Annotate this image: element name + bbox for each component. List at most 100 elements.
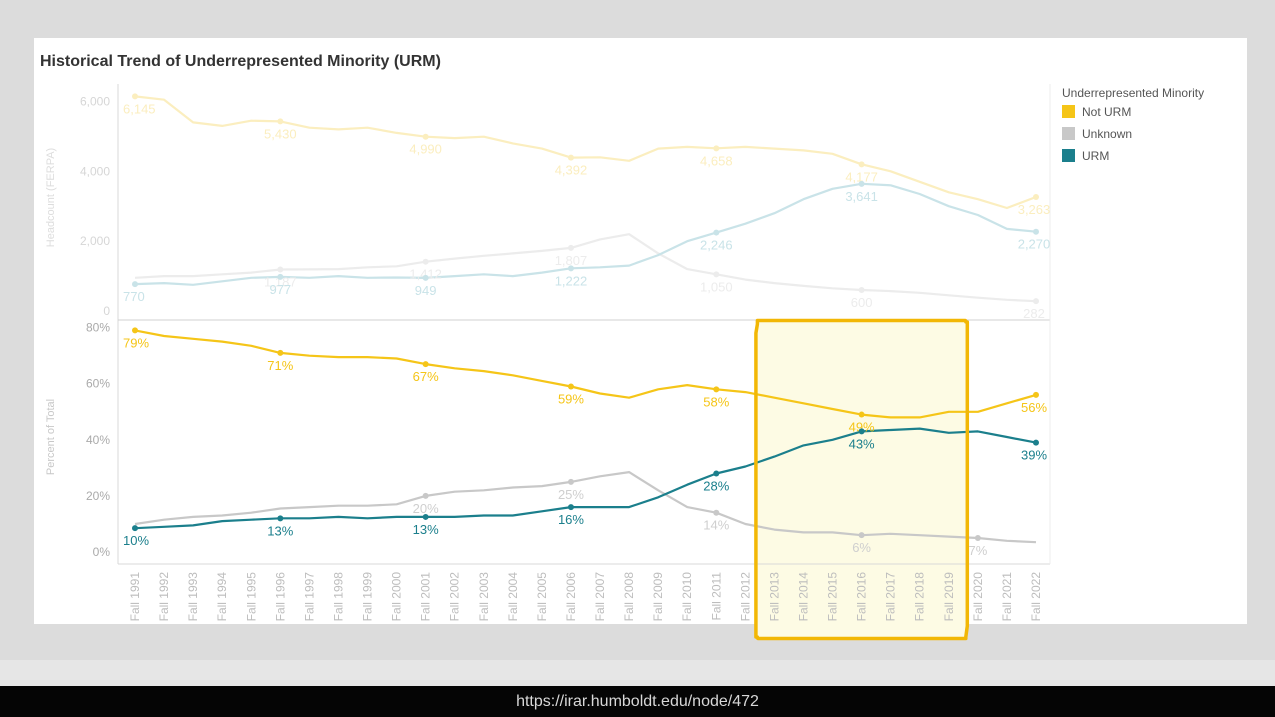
legend-swatch-unknown — [1062, 127, 1075, 140]
x-tick-label: Fall 2016 — [855, 572, 869, 622]
y-tick-label: 80% — [86, 321, 110, 335]
x-tick-label: Fall 1993 — [186, 572, 200, 622]
data-label: 16% — [558, 512, 584, 527]
data-point — [713, 509, 720, 516]
x-tick-label: Fall 2015 — [826, 572, 840, 622]
data-label: 25% — [558, 487, 584, 502]
x-tick-label: Fall 2004 — [506, 572, 520, 622]
data-point — [1033, 298, 1039, 305]
data-label: 28% — [703, 478, 729, 493]
data-point — [567, 383, 574, 390]
legend-entry-unknown: Unknown — [1082, 127, 1132, 141]
chart-title: Historical Trend of Underrepresented Min… — [40, 53, 441, 70]
data-label: 20% — [413, 501, 439, 516]
x-tick-label: Fall 1997 — [302, 572, 316, 622]
data-point — [277, 266, 284, 273]
x-tick-label: Fall 2007 — [593, 572, 607, 622]
legend-entry-not-urm: Not URM — [1082, 105, 1131, 119]
data-label: 39% — [1021, 448, 1047, 463]
x-tick-label: Fall 1996 — [273, 572, 287, 622]
y-tick-label: 0 — [103, 304, 110, 318]
x-tick-label: Fall 2011 — [709, 572, 723, 621]
y-axis-label: Percent of Total — [45, 399, 57, 475]
legend-swatch-urm — [1062, 149, 1075, 162]
x-tick-label: Fall 2019 — [942, 572, 956, 622]
data-label: 1,222 — [555, 273, 588, 288]
data-label: 1,807 — [555, 253, 588, 268]
data-label: 1,412 — [409, 267, 442, 282]
data-point — [567, 244, 574, 251]
data-label: 67% — [413, 369, 439, 384]
data-point — [713, 271, 720, 278]
urm-trend-chart: Historical Trend of Underrepresented Min… — [40, 53, 1204, 641]
data-point — [858, 161, 865, 168]
data-label: 13% — [413, 522, 439, 537]
x-tick-label: Fall 2003 — [477, 572, 491, 622]
x-tick-label: Fall 2012 — [738, 572, 752, 622]
x-tick-label: Fall 2013 — [767, 572, 781, 622]
data-label: 59% — [558, 392, 584, 407]
x-tick-label: Fall 2005 — [535, 572, 549, 622]
data-label: 3,641 — [845, 189, 878, 204]
data-point — [1033, 228, 1039, 235]
legend-title: Underrepresented Minority — [1062, 86, 1204, 100]
data-label: 10% — [123, 533, 149, 548]
x-tick-label: Fall 2006 — [564, 572, 578, 622]
data-label: 600 — [851, 295, 873, 310]
data-point — [567, 154, 574, 161]
data-point — [567, 478, 574, 485]
data-label: 4,990 — [409, 142, 442, 157]
data-point — [422, 274, 429, 281]
x-tick-label: Fall 2002 — [448, 572, 462, 622]
y-tick-label: 2,000 — [80, 234, 110, 248]
data-label: 49% — [849, 420, 875, 435]
data-label: 770 — [123, 289, 145, 304]
data-label: 7% — [968, 543, 987, 558]
x-tick-label: Fall 2021 — [1000, 572, 1014, 622]
y-tick-label: 6,000 — [80, 94, 110, 108]
data-label: 79% — [123, 335, 149, 350]
data-label: 43% — [849, 436, 875, 451]
y-tick-label: 20% — [86, 489, 110, 503]
data-point — [422, 133, 429, 140]
data-point — [277, 515, 284, 522]
data-label: 5,430 — [264, 126, 297, 141]
x-tick-label: Fall 2001 — [419, 572, 433, 622]
data-label: 2,246 — [700, 238, 733, 253]
data-label: 3,263 — [1018, 202, 1051, 217]
data-label: 4,392 — [555, 163, 588, 178]
legend-swatch-not-urm — [1062, 105, 1075, 118]
data-point — [713, 229, 720, 236]
data-label: 6% — [852, 540, 871, 555]
data-point — [132, 281, 138, 288]
data-label: 4,658 — [700, 153, 733, 168]
x-tick-label: Fall 2017 — [884, 572, 898, 622]
data-point — [713, 145, 720, 152]
x-tick-label: Fall 1995 — [244, 572, 258, 622]
data-point — [277, 273, 284, 280]
highlight-region-fill — [757, 322, 966, 637]
data-point — [858, 428, 865, 435]
data-point — [713, 470, 720, 477]
data-point — [132, 93, 138, 100]
data-label: 58% — [703, 394, 729, 409]
data-point — [132, 327, 138, 334]
data-point — [858, 180, 865, 187]
data-label: 1,187 — [264, 275, 297, 290]
y-tick-label: 0% — [93, 545, 111, 559]
x-tick-label: Fall 1991 — [128, 572, 142, 622]
data-point — [858, 411, 865, 418]
lower-strip — [0, 660, 1275, 686]
footer-url: https://irar.humboldt.edu/node/472 — [0, 686, 1275, 717]
data-label: 14% — [703, 518, 729, 533]
x-tick-label: Fall 2009 — [651, 572, 665, 622]
x-tick-label: Fall 1994 — [215, 572, 229, 622]
chart-panel — [34, 38, 1247, 624]
y-tick-label: 40% — [86, 433, 110, 447]
x-tick-label: Fall 1999 — [361, 572, 375, 622]
data-label: 2,270 — [1018, 237, 1051, 252]
data-point — [713, 386, 720, 393]
legend-entry-urm: URM — [1082, 149, 1109, 163]
data-point — [1033, 391, 1039, 398]
data-point — [858, 532, 865, 539]
